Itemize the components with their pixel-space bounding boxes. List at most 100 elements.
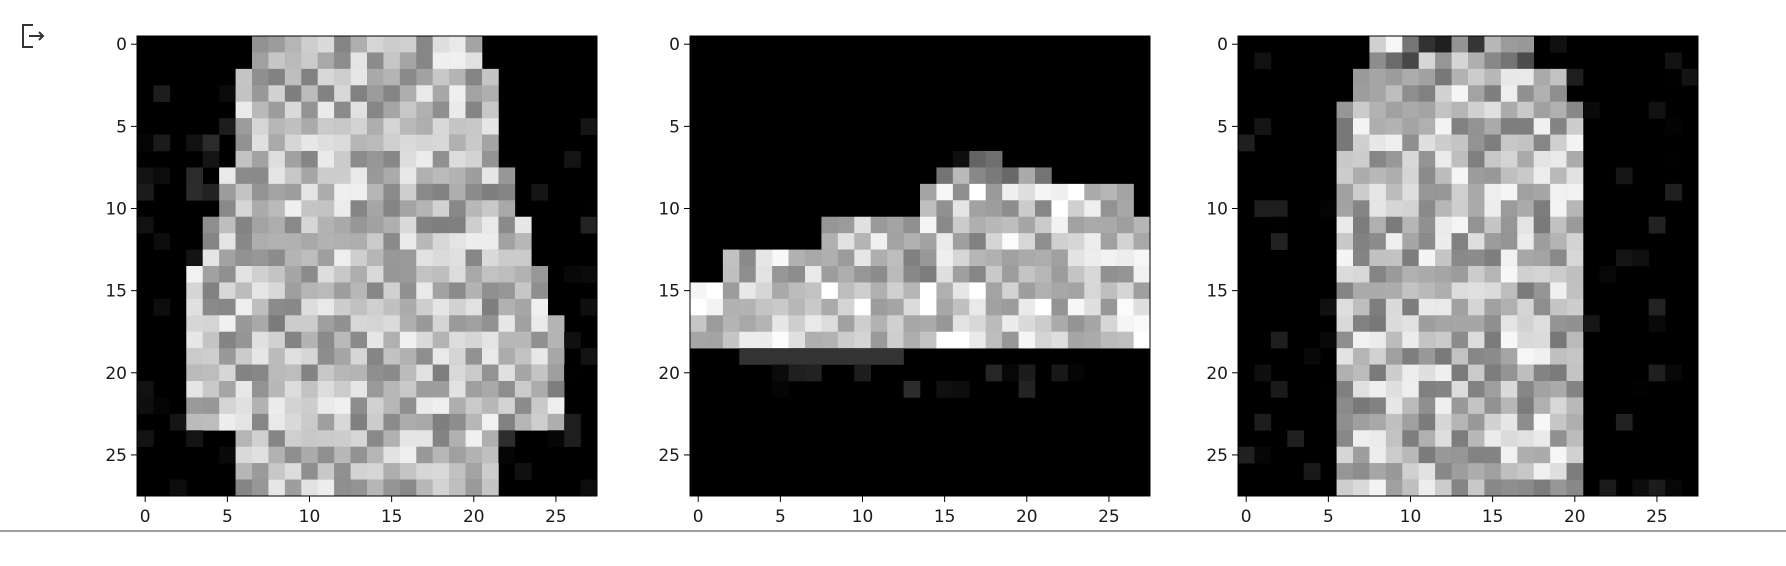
pixel-cell <box>1435 298 1452 316</box>
pixel-cell <box>498 298 516 316</box>
pixel-cell <box>284 348 302 365</box>
pixel-cell <box>1533 200 1551 218</box>
pixel-cell <box>1369 463 1387 480</box>
pixel-cell <box>383 298 401 316</box>
pixel-cell <box>1550 200 1567 218</box>
pixel-cell <box>1533 348 1551 365</box>
pixel-cell <box>1002 364 1019 382</box>
pixel-cell <box>301 430 319 448</box>
pixel-cell <box>350 101 368 119</box>
pixel-cell <box>706 282 724 300</box>
pixel-cell <box>1418 331 1436 349</box>
pixel-cell <box>1484 233 1502 250</box>
pixel-cell <box>317 430 335 448</box>
pixel-cell <box>1500 266 1518 283</box>
pixel-cell <box>432 134 450 152</box>
pixel-cell <box>788 249 806 267</box>
pixel-cell <box>1035 298 1052 316</box>
pixel-cell <box>301 200 319 218</box>
pixel-cell <box>1484 68 1502 86</box>
pixel-cell <box>367 266 384 283</box>
pixel-cell <box>1270 331 1288 349</box>
pixel-cell <box>169 479 187 497</box>
pixel-cell <box>1369 233 1387 250</box>
pixel-cell <box>854 298 872 316</box>
pixel-cell <box>1468 183 1485 201</box>
pixel-cell <box>350 430 368 448</box>
pixel-cell <box>268 446 286 464</box>
pixel-cell <box>1402 183 1420 201</box>
pixel-cell <box>1402 151 1420 168</box>
pixel-cell <box>317 348 335 365</box>
pixel-cell <box>1369 249 1387 267</box>
pixel-cell <box>1084 249 1102 267</box>
pixel-cell <box>317 134 335 152</box>
pixel-cell <box>1468 216 1485 234</box>
pixel-cell <box>1353 233 1370 250</box>
pixel-cell <box>268 101 286 119</box>
pixel-cell <box>465 430 483 448</box>
pixel-cell <box>1533 364 1551 382</box>
pixel-cell <box>903 282 921 300</box>
pixel-cell <box>1353 397 1370 415</box>
pixel-cell <box>1517 183 1535 201</box>
pixel-cell <box>1517 216 1535 234</box>
pixel-cell <box>1035 200 1052 218</box>
pixel-cell <box>416 151 434 168</box>
pixel-cell <box>416 101 434 119</box>
y-tick-label: 10 <box>658 200 680 220</box>
pixel-cell <box>1435 233 1452 250</box>
pixel-cell <box>1035 167 1052 185</box>
pixel-cell <box>1051 249 1069 267</box>
pixel-cell <box>547 397 565 415</box>
pixel-cell <box>367 331 384 349</box>
pixel-cell <box>252 118 269 135</box>
pixel-cell <box>870 331 888 349</box>
pixel-cell <box>449 68 466 86</box>
pixel-cell <box>936 315 954 333</box>
pixel-cell <box>432 151 450 168</box>
pixel-cell <box>301 249 319 267</box>
pixel-cell <box>1435 446 1452 464</box>
pixel-cell <box>1500 331 1518 349</box>
pixel-cell <box>498 397 516 415</box>
pixel-cell <box>580 479 598 497</box>
pixel-cell <box>252 397 269 415</box>
pixel-cell <box>854 216 872 234</box>
pixel-cell <box>383 68 401 86</box>
y-tick-label: 20 <box>1206 364 1228 384</box>
pixel-cell <box>837 282 855 300</box>
pixel-cell <box>1336 479 1354 497</box>
pixel-cell <box>1336 216 1354 234</box>
pixel-cell <box>1402 118 1420 135</box>
pixel-cell <box>1385 282 1403 300</box>
pixel-cell <box>1336 463 1354 480</box>
pixel-cell <box>350 397 368 415</box>
pixel-cell <box>367 430 384 448</box>
pixel-cell <box>1468 463 1485 480</box>
pixel-cell <box>449 85 466 103</box>
pixel-cell <box>1468 118 1485 135</box>
pixel-cell <box>985 266 1003 283</box>
pixel-cell <box>952 167 970 185</box>
pixel-cell <box>268 167 286 185</box>
pixel-cell <box>772 364 789 382</box>
pixel-cell <box>1018 298 1036 316</box>
pixel-cell <box>722 282 740 300</box>
x-tick-label: 0 <box>1241 507 1252 527</box>
pixel-cell <box>284 413 302 431</box>
pixel-cell <box>969 282 987 300</box>
pixel-cell <box>432 85 450 103</box>
pixel-cell <box>1418 167 1436 185</box>
pixel-cell <box>1484 118 1502 135</box>
pixel-cell <box>367 85 384 103</box>
pixel-cell <box>498 282 516 300</box>
pixel-cell <box>1402 249 1420 267</box>
pixel-cell <box>350 446 368 464</box>
pixel-cell <box>1665 68 1682 86</box>
pixel-cell <box>1533 315 1551 333</box>
pixel-cell <box>1550 381 1567 398</box>
pixel-cell <box>153 85 171 103</box>
pixel-cell <box>1517 298 1535 316</box>
pixel-cell <box>1254 118 1272 135</box>
